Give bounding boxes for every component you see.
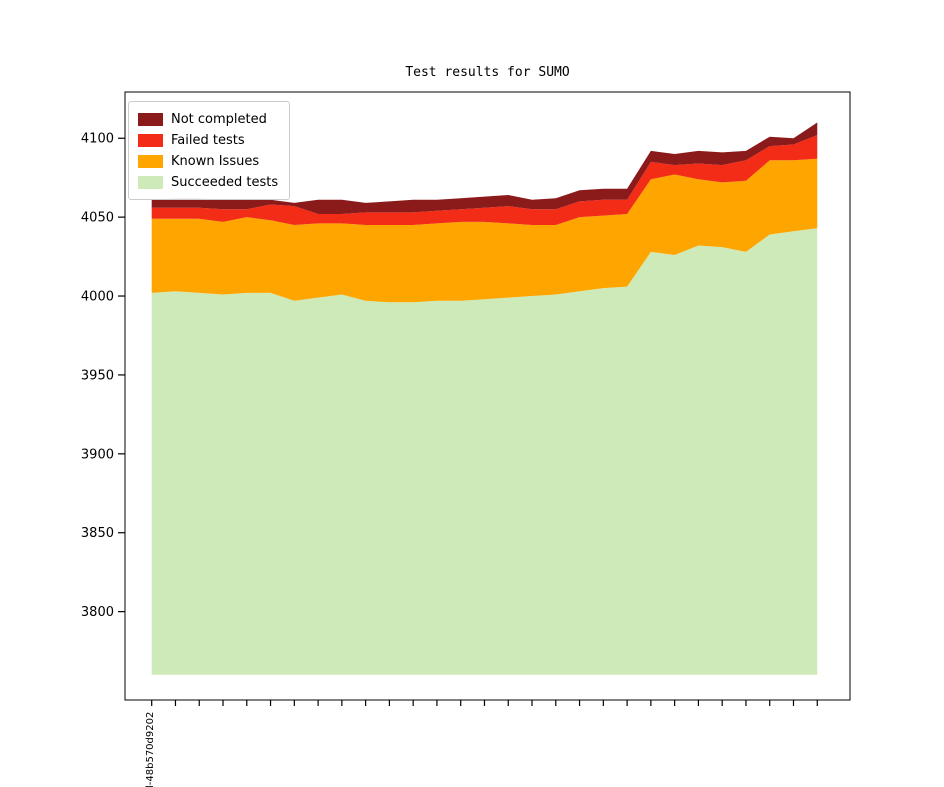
legend-label: Known Issues [171, 154, 260, 169]
y-tick-label: 4000 [81, 290, 114, 305]
legend-label: Succeeded tests [171, 175, 279, 190]
area-known-issues [151, 158, 818, 303]
area-succeeded-tests [151, 228, 818, 675]
y-tick-label: 4050 [81, 211, 114, 226]
legend-label: Failed tests [171, 133, 245, 148]
legend-label: Not completed [171, 112, 267, 127]
y-tick-label: 4100 [81, 132, 114, 147]
legend-item-not-completed: Not completed [138, 109, 279, 130]
legend-swatch-not-completed [138, 113, 163, 126]
y-tick-label: 3900 [81, 447, 114, 462]
legend-item-known-issues: Known Issues [138, 151, 279, 172]
area-failed-tests [151, 135, 818, 225]
x-tick-label-first: l-48b570d9202 [145, 711, 156, 787]
legend-swatch-succeeded-tests [138, 176, 163, 189]
axes-spines [124, 91, 851, 701]
legend-item-succeeded-tests: Succeeded tests [138, 172, 279, 193]
legend-swatch-known-issues [138, 155, 163, 168]
chart-title: Test results for SUMO [405, 65, 570, 80]
legend-box: Not completed Failed tests Known Issues … [128, 101, 290, 200]
y-tick-label: 3950 [81, 368, 114, 383]
area-not-completed [151, 122, 818, 214]
legend-swatch-failed-tests [138, 134, 163, 147]
y-tick-label: 3800 [81, 605, 114, 620]
y-tick-label: 3850 [81, 526, 114, 541]
legend-item-failed-tests: Failed tests [138, 130, 279, 151]
